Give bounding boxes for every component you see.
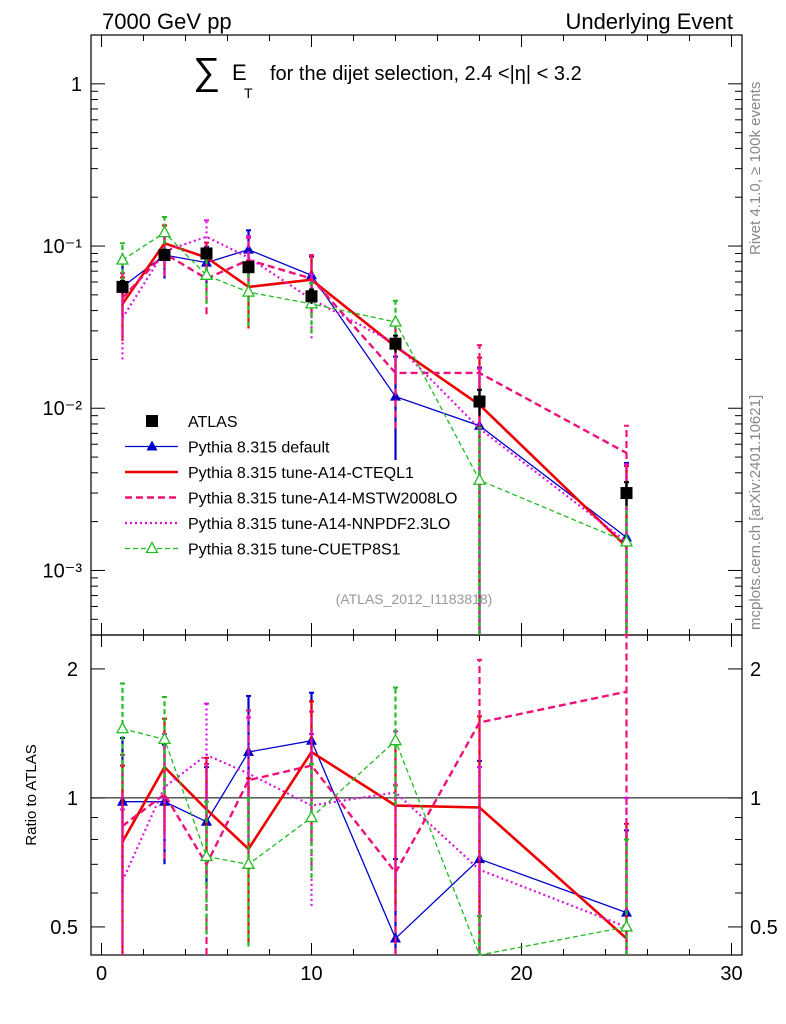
x-tick-label: 0 — [96, 963, 107, 985]
header-process-label: Underlying Event — [565, 9, 733, 34]
legend-item: Pythia 8.315 default — [125, 440, 330, 457]
data-point — [305, 290, 318, 303]
title-e: E — [232, 60, 247, 85]
legend-label: Pythia 8.315 tune-A14-CTEQL1 — [188, 465, 414, 482]
mcplots-citation-label: mcplots.cern.ch [arXiv:2401.10621] — [747, 395, 764, 630]
series-line — [122, 728, 627, 956]
series-line — [122, 231, 627, 543]
data-point-marker — [388, 733, 403, 746]
rivet-version-label: Rivet 4.1.0, ≥ 100k events — [747, 82, 764, 255]
y-tick-label: 10⁻² — [43, 398, 83, 420]
series-line — [121, 241, 628, 548]
x-tick-label: 10 — [300, 963, 322, 985]
legend-item: Pythia 8.315 tune-CUETP8S1 — [125, 541, 401, 559]
ratio-y-tick-label-right: 2 — [750, 659, 761, 681]
series-pythia-8-315-default — [117, 229, 632, 635]
series-line — [121, 251, 628, 455]
ratio-axis-label: Ratio to ATLAS — [23, 744, 40, 845]
ratio-y-tick-label: 2 — [67, 659, 78, 681]
series-line — [121, 753, 627, 928]
y-tick-label: 10⁻³ — [43, 560, 83, 582]
legend-item: Pythia 8.315 tune-A14-CTEQL1 — [125, 465, 414, 482]
plot-title: ∑ E T for the dijet selection, 2.4 <|η| … — [193, 51, 582, 101]
data-point — [389, 337, 402, 350]
x-tick-label: 30 — [720, 963, 742, 985]
data-point-marker — [146, 440, 158, 451]
data-point — [158, 249, 171, 262]
series-pythia-8-315-tune-cuetp8s1 — [115, 682, 634, 956]
series-line — [121, 690, 627, 875]
legend-item: Pythia 8.315 tune-A14-NNPDF2.3LO — [125, 516, 450, 533]
series-line — [121, 235, 628, 543]
series-atlas — [116, 247, 633, 506]
x-tick-label: 20 — [510, 963, 532, 985]
data-point-marker — [115, 252, 130, 265]
legend-label: Pythia 8.315 tune-A14-MSTW2008LO — [188, 491, 457, 508]
series-pythia-8-315-tune-a14-mstw2008lo — [120, 235, 629, 635]
data-point — [242, 261, 255, 274]
axes-layer: 0 10 20 30 1 10⁻¹ 10⁻² 10⁻³ 2 2 1 1 0.5 0.5 — [43, 34, 778, 985]
legend-item: Pythia 8.315 tune-A14-MSTW2008LO — [125, 491, 457, 508]
main-series-layer — [115, 216, 634, 635]
data-point-marker — [157, 225, 172, 238]
legend-item: ATLAS — [146, 414, 238, 431]
y-tick-label: 1 — [71, 74, 82, 96]
ratio-series-layer — [115, 634, 634, 956]
title-t-subscript: T — [244, 85, 253, 101]
legend: ATLAS Pythia 8.315 default Pythia 8.315 tu… — [125, 414, 457, 559]
data-point — [200, 247, 213, 260]
ratio-y-tick-label-right: 0.5 — [750, 917, 778, 939]
series-line — [122, 739, 627, 940]
y-tick-label: 10⁻¹ — [43, 236, 83, 258]
data-point-marker — [243, 243, 254, 254]
legend-label: Pythia 8.315 tune-CUETP8S1 — [188, 542, 401, 559]
title-text: for the dijet selection, 2.4 <|η| < 3.2 — [270, 63, 582, 85]
header-energy-label: 7000 GeV pp — [102, 9, 232, 34]
data-point-marker — [145, 541, 159, 554]
data-point-marker — [199, 849, 214, 862]
data-point-marker — [157, 731, 172, 744]
data-point-marker — [304, 810, 319, 823]
data-point-marker — [390, 390, 401, 401]
series-line — [121, 750, 628, 940]
data-point-marker — [241, 856, 256, 869]
data-point — [116, 280, 129, 293]
data-point — [620, 487, 633, 500]
data-point-marker — [199, 267, 214, 280]
ratio-panel-frame — [90, 634, 743, 956]
data-point-marker — [115, 721, 130, 734]
legend-label: ATLAS — [188, 414, 238, 431]
data-point-marker — [619, 534, 634, 547]
data-point-marker — [472, 472, 487, 485]
data-point — [473, 395, 486, 408]
legend-swatch — [146, 415, 158, 427]
data-point-marker — [388, 314, 403, 327]
title-sum-symbol: ∑ — [193, 51, 220, 93]
analysis-reference: (ATLAS_2012_I1183818) — [336, 591, 493, 607]
series-pythia-8-315-tune-cuetp8s1 — [115, 216, 634, 635]
legend-label: Pythia 8.315 tune-A14-NNPDF2.3LO — [188, 516, 450, 533]
data-point-marker — [241, 284, 256, 297]
ratio-y-tick-label: 1 — [67, 788, 78, 810]
data-point-marker — [619, 919, 634, 932]
ratio-y-tick-label: 0.5 — [50, 917, 78, 939]
ratio-y-tick-label-right: 1 — [750, 788, 761, 810]
legend-label: Pythia 8.315 default — [188, 440, 330, 457]
